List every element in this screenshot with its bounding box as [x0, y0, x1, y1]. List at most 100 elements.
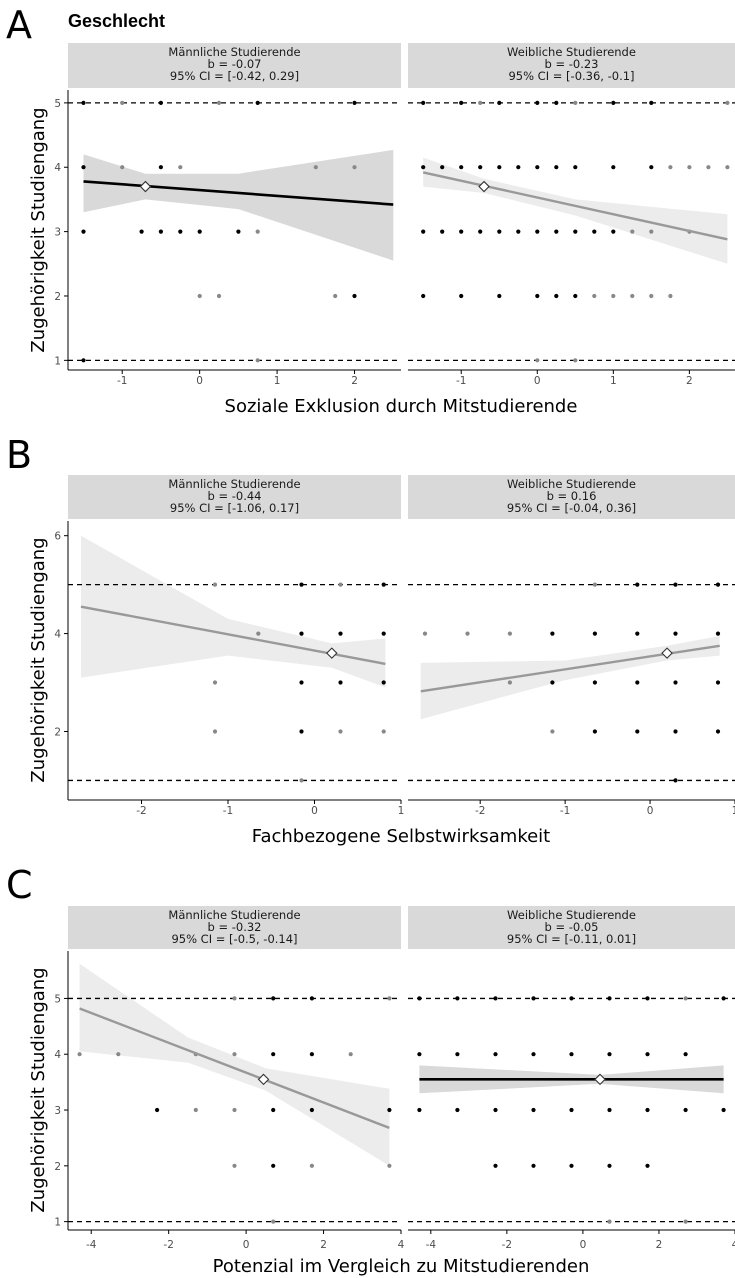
x-tick-label: 1 [610, 375, 617, 387]
confidence-band [81, 535, 386, 688]
data-point [338, 582, 343, 587]
data-point [440, 229, 445, 234]
strip-b-value: b = -0.23 [544, 57, 598, 71]
facet-strip [68, 43, 401, 88]
x-tick-label: 0 [534, 375, 541, 387]
data-point [531, 1163, 536, 1168]
data-point [478, 229, 483, 234]
data-point [333, 293, 338, 299]
strip-b-value: b = -0.07 [207, 57, 261, 71]
data-point [535, 100, 540, 105]
data-point [417, 1107, 422, 1113]
x-tick-label: 2 [656, 1239, 663, 1251]
regression-line [79, 1007, 390, 1130]
data-point [611, 293, 616, 299]
data-point [197, 293, 202, 299]
strip-ci-value: 95% CI = [-0.04, 0.36] [507, 501, 636, 515]
data-point [465, 631, 470, 636]
data-point [381, 582, 386, 587]
data-point [216, 293, 222, 299]
x-tick-label: -1 [456, 375, 466, 387]
data-point [459, 165, 464, 170]
data-point [478, 165, 483, 170]
data-point [683, 996, 688, 1001]
data-point [352, 165, 357, 170]
data-point [212, 729, 218, 734]
data-point [569, 1163, 574, 1168]
data-point [493, 1107, 498, 1113]
data-point [516, 165, 521, 170]
data-point [271, 1219, 276, 1224]
x-tick-label: 0 [311, 805, 318, 817]
data-point [299, 582, 304, 587]
data-point [611, 100, 616, 105]
data-point [381, 680, 386, 685]
data-point [338, 631, 343, 636]
data-point [573, 165, 578, 170]
strip-b-value: b = -0.32 [207, 920, 261, 934]
strip-title: Weibliche Studierende [507, 908, 636, 922]
x-tick-label: 1 [274, 375, 281, 387]
strip-ci-value: 95% CI = [-0.42, 0.29] [170, 69, 299, 83]
x-tick-label: 2 [351, 375, 358, 387]
regression-line [83, 180, 394, 206]
x-tick-label: 4 [732, 1239, 735, 1251]
data-point [635, 680, 640, 685]
data-point [158, 100, 163, 105]
data-point [573, 100, 578, 105]
panel-a: A Zugehörigkeit Studiengang Soziale Exklus… [6, 3, 735, 417]
data-point [212, 582, 218, 587]
x-tick-label: -1 [560, 805, 570, 817]
data-point [387, 996, 392, 1001]
data-point [338, 729, 343, 734]
mean-marker [594, 1073, 606, 1086]
data-point [497, 229, 502, 234]
strip-ci-value: 95% CI = [-0.11, 0.01] [507, 932, 636, 946]
y-tick-label: 4 [54, 1049, 61, 1061]
data-point [299, 680, 304, 685]
data-point [352, 293, 357, 299]
facet-strip [408, 43, 735, 88]
strip-title: Männliche Studierende [168, 477, 300, 491]
data-point [417, 1052, 422, 1057]
data-point [550, 680, 555, 685]
data-point [271, 1107, 276, 1113]
data-point [607, 1107, 612, 1113]
data-point [338, 680, 343, 685]
data-point [531, 1107, 536, 1113]
mean-marker [661, 647, 673, 659]
data-point [387, 1107, 392, 1113]
data-point [673, 582, 678, 587]
data-point [668, 165, 673, 170]
data-point [455, 996, 460, 1001]
data-point [535, 229, 540, 234]
data-point [668, 293, 673, 299]
data-point [352, 100, 357, 105]
y-tick-label: 6 [54, 531, 61, 543]
y-tick-label: 2 [54, 291, 61, 303]
strip-b-value: b = -0.05 [544, 920, 598, 934]
x-tick-label: 1 [732, 805, 735, 817]
data-point [607, 996, 612, 1001]
mean-marker [257, 1073, 270, 1086]
data-point [592, 680, 598, 685]
data-point [120, 165, 125, 170]
y-tick-label: 2 [54, 726, 61, 738]
data-point [478, 100, 483, 105]
x-tick-label: -4 [426, 1239, 437, 1251]
mean-marker [478, 180, 490, 193]
y-axis-title: Zugehörigkeit Studiengang [28, 537, 49, 782]
data-point [554, 165, 559, 170]
x-tick-label: -2 [502, 1239, 512, 1251]
y-axis-title: Zugehörigkeit Studiengang [28, 107, 49, 352]
data-point [611, 165, 616, 170]
strip-title: Männliche Studierende [168, 45, 300, 59]
data-point [313, 165, 318, 170]
data-point [607, 1219, 612, 1224]
data-point [635, 631, 640, 636]
facet-strip [68, 906, 401, 949]
y-axis-title: Zugehörigkeit Studiengang [28, 967, 49, 1212]
data-point [81, 165, 86, 170]
